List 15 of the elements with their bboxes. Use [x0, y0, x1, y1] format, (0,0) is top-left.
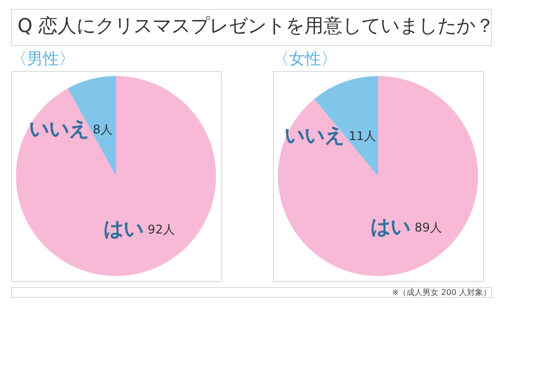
text: Q 恋人にクリスマスプレゼントを用意していましたか？ [18, 15, 494, 37]
data-label: 8人 [92, 122, 112, 137]
slice-label: いいえ [284, 122, 345, 147]
chart-subtitle: 〈女性〉 [273, 49, 337, 68]
data-label: 89人 [414, 220, 442, 235]
slice-label: いいえ [28, 116, 89, 141]
data-label: 92人 [148, 222, 175, 236]
text: ※（成人男女 200 人対象） [392, 288, 491, 297]
slice-label: はい [370, 214, 411, 239]
pie-slice [278, 76, 478, 276]
pie-slice [16, 76, 216, 276]
data-label: 11人 [348, 128, 376, 143]
chart-subtitle: 〈男性〉 [11, 49, 75, 68]
pie-slice [68, 76, 116, 176]
slice-label: はい [104, 216, 144, 240]
